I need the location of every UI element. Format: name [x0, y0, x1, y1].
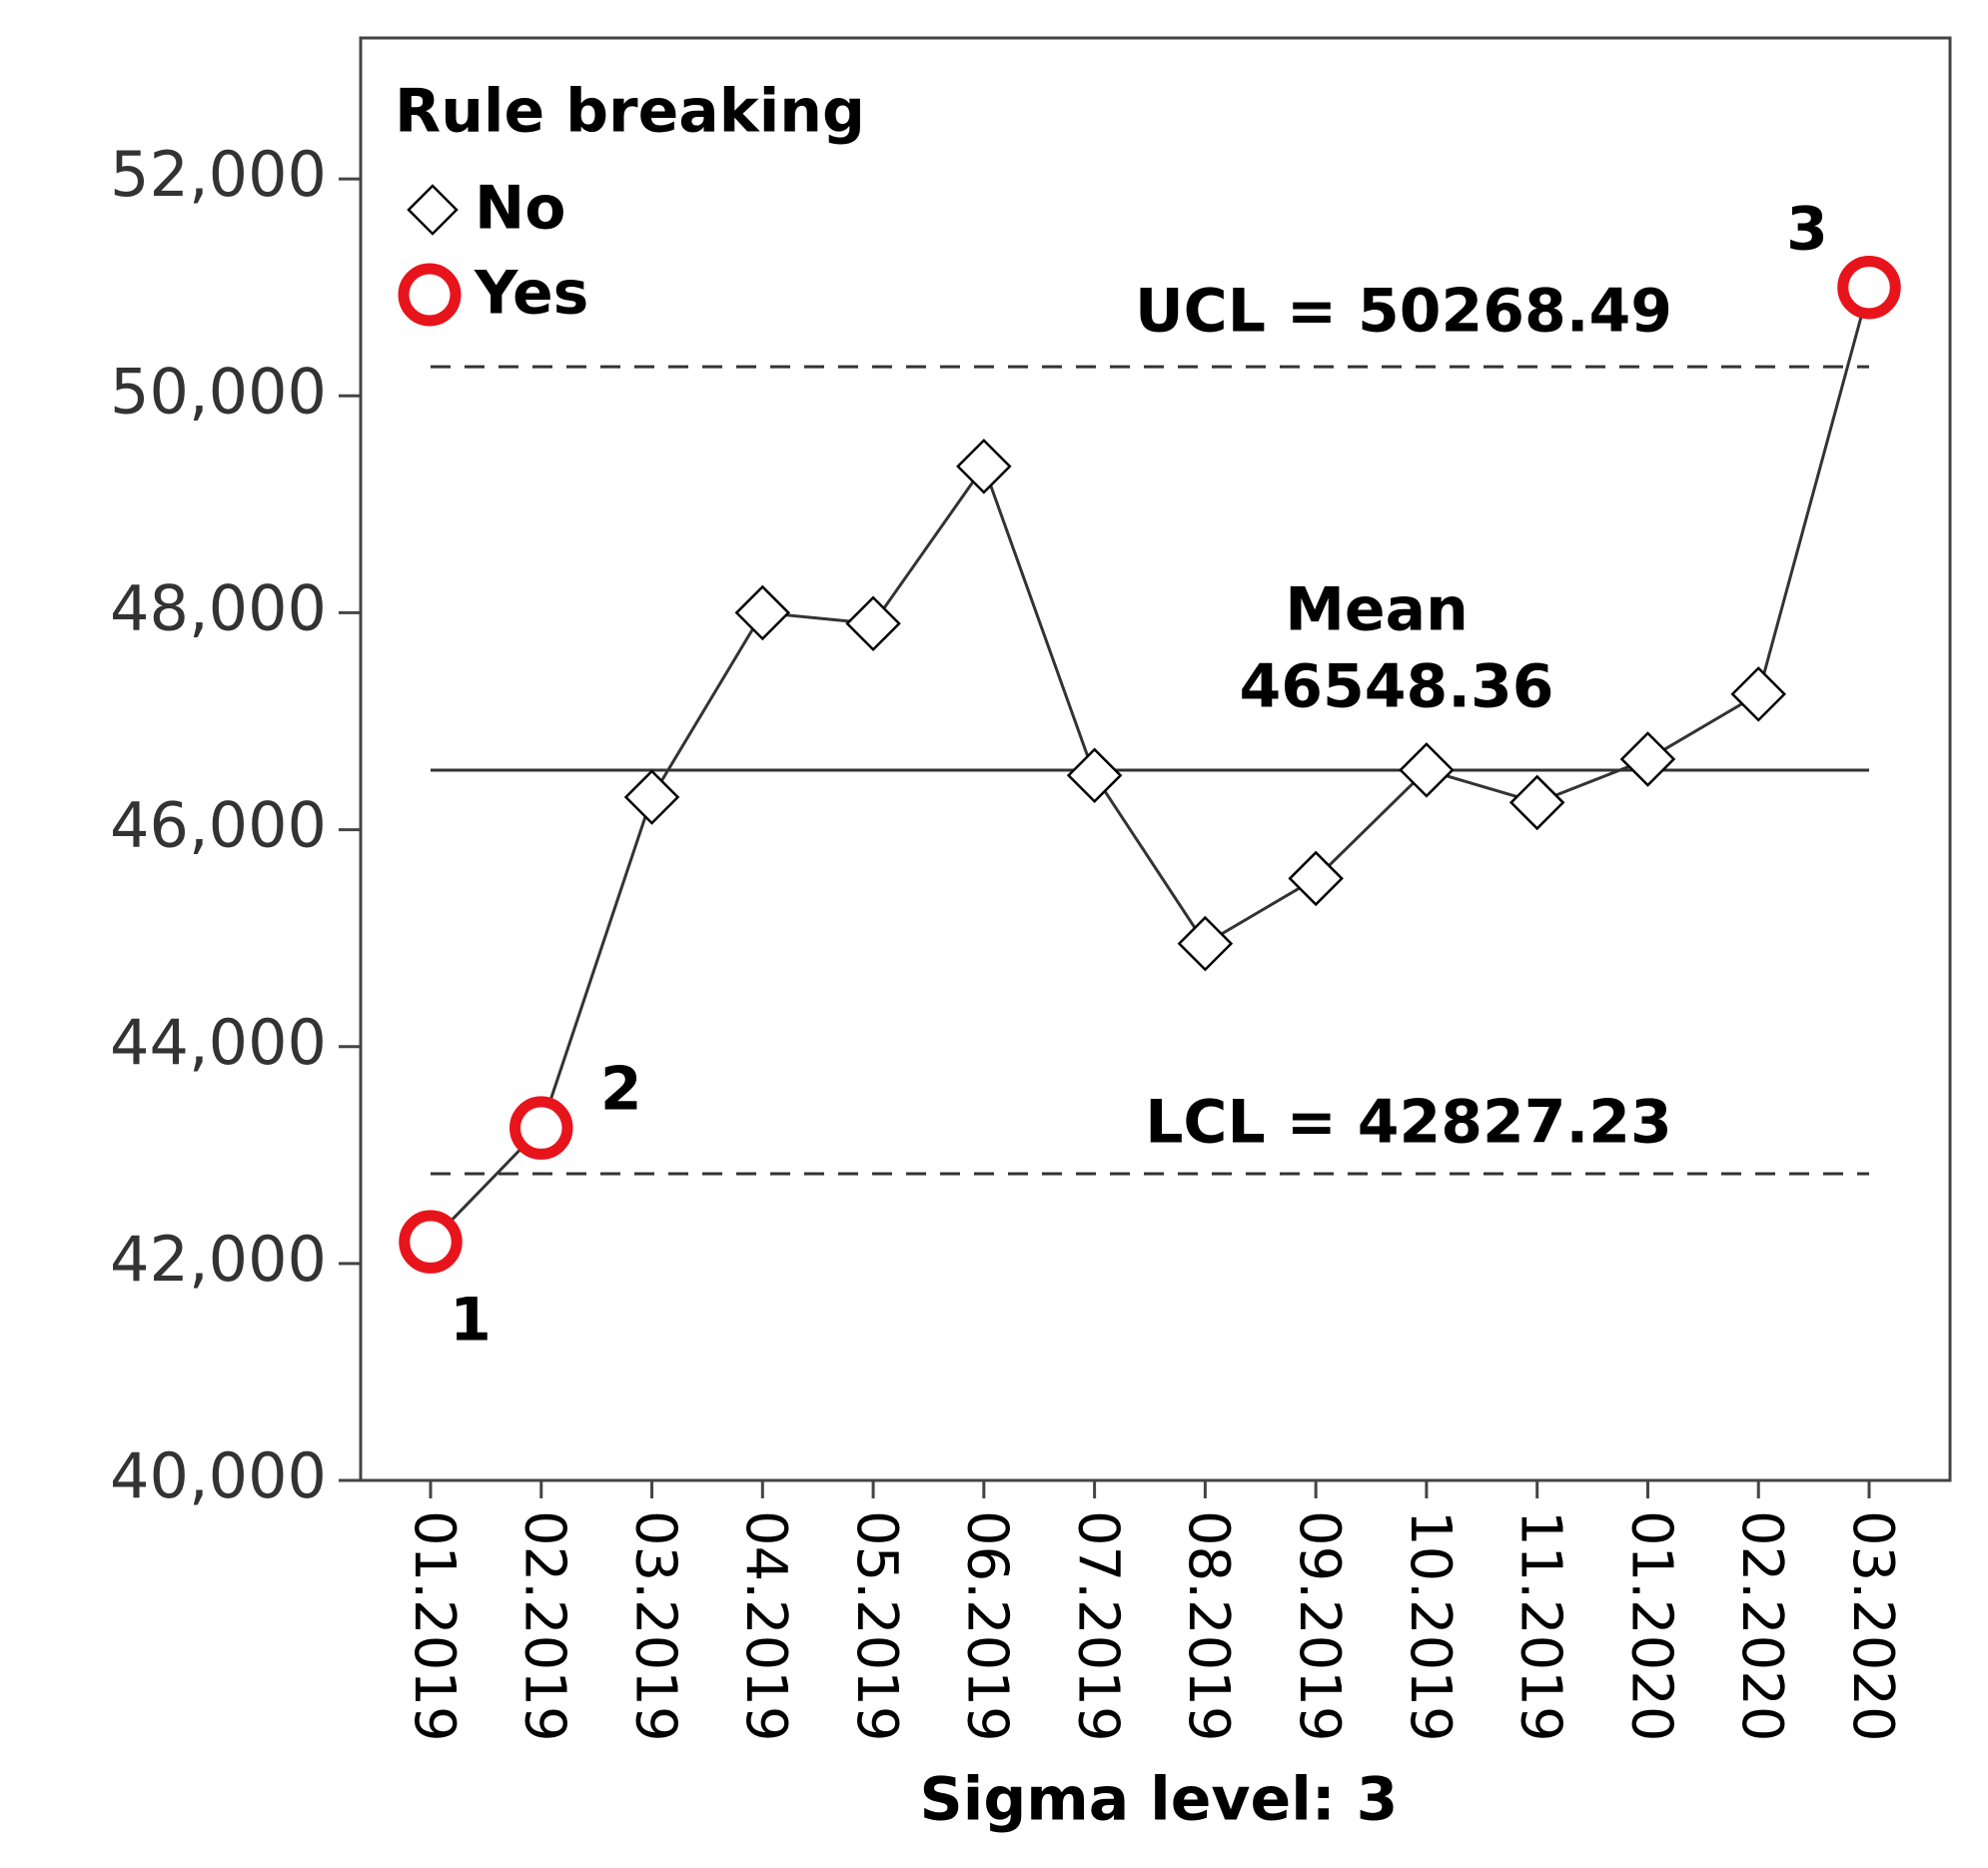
- legend-label: No: [475, 174, 565, 244]
- x-tick-label: 03.2019: [622, 1510, 687, 1742]
- circle-marker: [399, 1210, 463, 1274]
- y-tick-label: 50,000: [110, 355, 327, 428]
- circle-marker: [509, 1096, 573, 1160]
- diamond-marker: [1399, 742, 1455, 798]
- x-tick-label: 02.2020: [1729, 1510, 1794, 1742]
- x-tick-label: 02.2019: [512, 1510, 577, 1742]
- x-tick-label: 03.2020: [1840, 1510, 1905, 1742]
- point-label: 1: [450, 1286, 492, 1356]
- y-tick-label: 42,000: [110, 1223, 327, 1296]
- x-tick-label: 08.2019: [1176, 1510, 1241, 1742]
- diamond-marker: [956, 439, 1012, 494]
- mean-value: 46548.36: [1239, 652, 1553, 722]
- diamond-marker: [845, 595, 901, 652]
- x-tick-label: 04.2019: [733, 1510, 798, 1742]
- diamond-marker: [1619, 731, 1676, 787]
- x-tick-label: 09.2019: [1287, 1510, 1352, 1742]
- x-tick-label: 10.2019: [1398, 1510, 1463, 1742]
- x-tick-label: 01.2020: [1618, 1510, 1683, 1742]
- diamond-marker: [1730, 666, 1786, 722]
- x-tick-label: 05.2019: [844, 1510, 909, 1742]
- diamond-marker: [1066, 747, 1123, 804]
- y-tick-label: 48,000: [110, 572, 327, 645]
- mean-label: Mean: [1285, 575, 1469, 645]
- ucl-label: UCL = 50268.49: [1135, 277, 1672, 347]
- x-axis-label: Sigma level: 3: [920, 1765, 1399, 1835]
- y-tick-label: 44,000: [110, 1006, 327, 1079]
- legend-marker: [398, 263, 462, 327]
- x-tick-label: 06.2019: [955, 1510, 1020, 1742]
- y-tick-label: 40,000: [110, 1439, 327, 1512]
- y-tick-label: 52,000: [110, 138, 327, 211]
- diamond-marker: [734, 584, 791, 641]
- diamond-marker: [1177, 915, 1234, 972]
- x-tick-label: 11.2019: [1508, 1510, 1573, 1742]
- diamond-marker: [1288, 850, 1344, 907]
- diamond-marker: [1508, 774, 1565, 831]
- plot-frame: [359, 36, 1952, 1482]
- point-label: 3: [1786, 194, 1828, 264]
- diamond-marker: [623, 769, 680, 825]
- legend-marker: [407, 184, 459, 236]
- legend-label: Yes: [474, 259, 588, 329]
- circle-marker: [1837, 255, 1901, 320]
- lcl-label: LCL = 42827.23: [1145, 1088, 1672, 1158]
- legend-title: Rule breaking: [395, 77, 865, 147]
- point-label: 2: [600, 1055, 642, 1125]
- x-tick-label: 07.2019: [1065, 1510, 1130, 1742]
- x-tick-label: 01.2019: [402, 1510, 467, 1742]
- y-tick-label: 46,000: [110, 789, 327, 862]
